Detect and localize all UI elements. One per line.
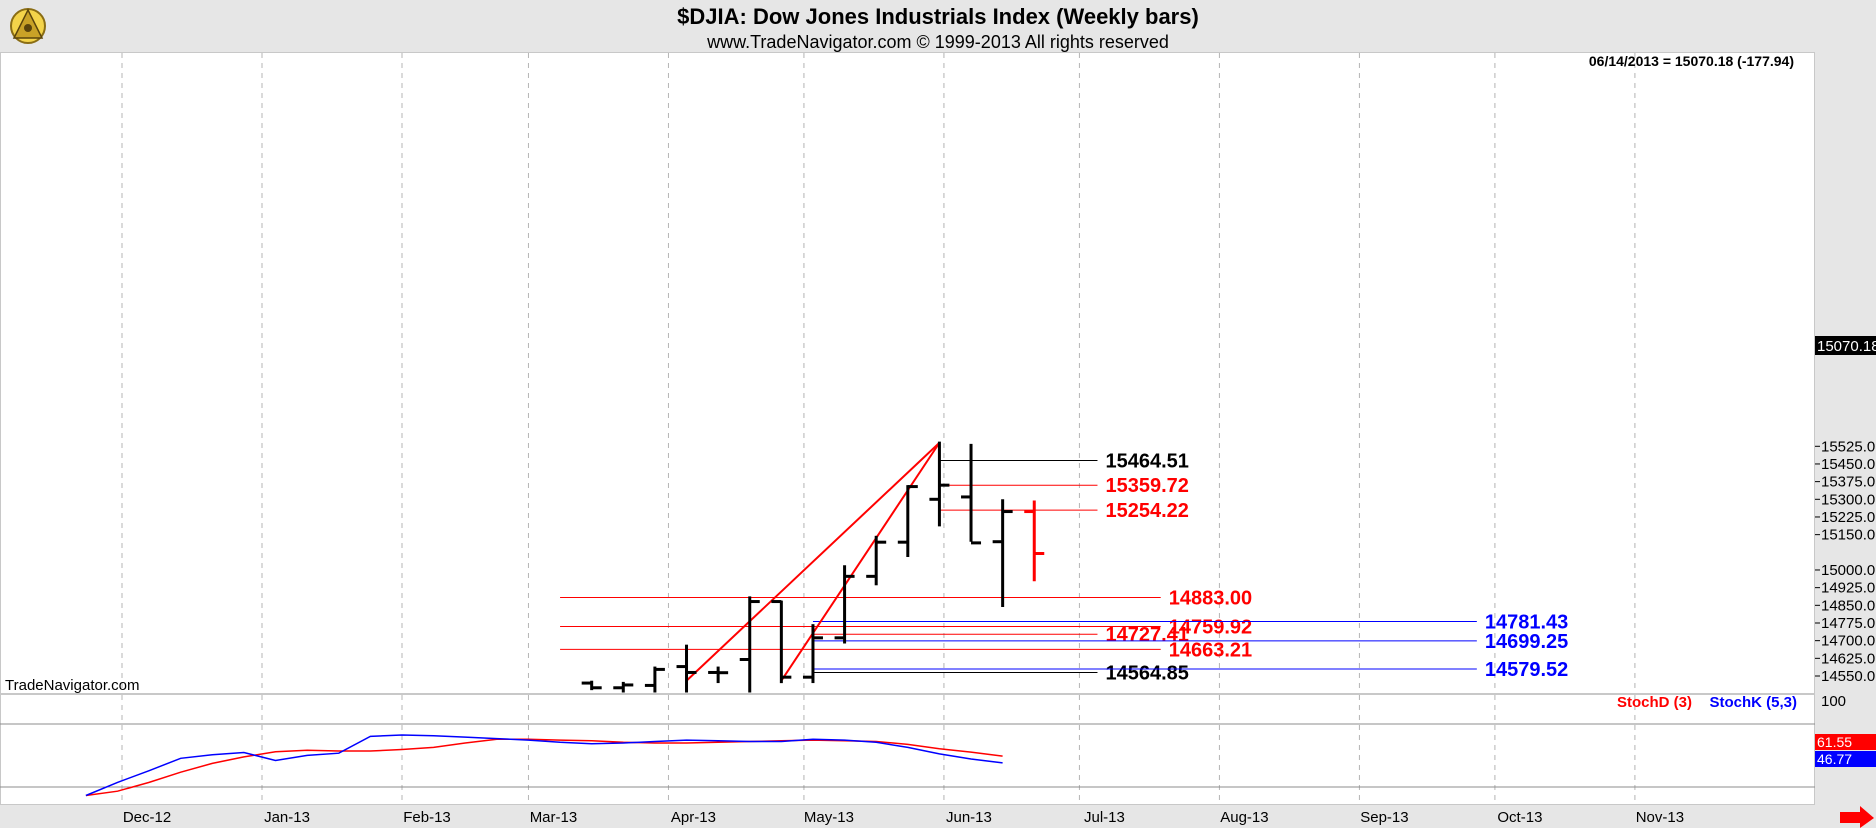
level-label: 14579.52 — [1485, 659, 1568, 681]
y-tick-label: 15300.0 — [1821, 491, 1875, 508]
x-tick-label: Mar-13 — [530, 809, 578, 826]
scroll-right-arrow-icon[interactable] — [1840, 806, 1874, 828]
level-label: 14564.85 — [1105, 663, 1188, 685]
stochd-legend: StochD (3) — [1617, 694, 1692, 711]
x-tick-label: Jan-13 — [264, 809, 310, 826]
level-label: 15464.51 — [1105, 451, 1188, 473]
y-tick-label: 14775.0 — [1821, 615, 1875, 632]
trend-line — [780, 442, 941, 682]
level-label: 15359.72 — [1105, 475, 1188, 497]
y-tick-label: 14625.0 — [1821, 650, 1875, 667]
last-price-tag-box — [1815, 336, 1876, 355]
chart-subtitle: www.TradeNavigator.com © 1999-2013 All r… — [706, 32, 1169, 52]
stochk-value-tag-text: 46.77 — [1817, 751, 1852, 767]
x-tick-label: Apr-13 — [671, 809, 716, 826]
level-label: 14781.43 — [1485, 611, 1568, 633]
level-label: 15254.22 — [1105, 500, 1188, 522]
x-tick-label: Oct-13 — [1497, 809, 1542, 826]
header-band — [0, 0, 1876, 52]
last-price-tag: 15070.18 — [1815, 336, 1876, 355]
stoch-y-tick-100: 100 — [1821, 693, 1846, 710]
price-axis: 15525.015450.015375.015300.015225.015150… — [1815, 438, 1875, 685]
x-tick-label: Feb-13 — [403, 809, 451, 826]
stochk-value-tag: 46.77 — [1815, 751, 1876, 767]
logo-hub — [24, 24, 32, 32]
y-tick-label: 14850.0 — [1821, 597, 1875, 614]
x-tick-label: Jul-13 — [1084, 809, 1125, 826]
trade-navigator-logo — [10, 8, 46, 44]
y-tick-label: 14925.0 — [1821, 580, 1875, 597]
level-label: 14699.25 — [1485, 631, 1568, 653]
watermark-text: TradeNavigator.com — [5, 677, 140, 694]
level-label: 14883.00 — [1169, 588, 1252, 610]
stochk-value-tag-box — [1815, 751, 1876, 767]
x-tick-label: Dec-12 — [123, 809, 171, 826]
price-panel-frame — [0, 52, 1815, 694]
stochastic-lines — [85, 734, 1003, 797]
price-bars — [581, 441, 1045, 693]
last-price-info: 06/14/2013 = 15070.18 (-177.94) — [1589, 53, 1794, 69]
stochd-value-tag: 61.55 — [1815, 734, 1876, 750]
last-price-tag-text: 15070.18 — [1817, 338, 1876, 355]
trend-lines — [685, 442, 941, 682]
level-label: 14759.92 — [1169, 617, 1252, 639]
x-tick-label: May-13 — [804, 809, 854, 826]
x-tick-label: Sep-13 — [1360, 809, 1408, 826]
y-tick-label: 15150.0 — [1821, 527, 1875, 544]
stochd-value-tag-box — [1815, 734, 1876, 750]
date-axis: Dec-12 Jan-13 Feb-13 Mar-13 Apr-13 May-13 Jun-… — [123, 809, 1684, 826]
stochastic-panel-frame — [0, 694, 1815, 805]
y-tick-label: 15225.0 — [1821, 509, 1875, 526]
stochd-value-tag-text: 61.55 — [1817, 734, 1852, 750]
scroll-right-arrow-shape[interactable] — [1840, 806, 1874, 828]
chart-title: $DJIA: Dow Jones Industrials Index (Week… — [677, 4, 1199, 29]
y-tick-label: 15375.0 — [1821, 474, 1875, 491]
x-tick-label: Nov-13 — [1636, 809, 1684, 826]
y-tick-label: 15525.0 — [1821, 438, 1875, 455]
trend-line — [685, 442, 941, 682]
y-tick-label: 14700.0 — [1821, 633, 1875, 650]
stochk-legend: StochK (5,3) — [1709, 694, 1797, 711]
x-tick-label: Jun-13 — [946, 809, 992, 826]
x-tick-label: Aug-13 — [1220, 809, 1268, 826]
stochk-line — [85, 734, 1003, 797]
y-tick-label: 15000.0 — [1821, 562, 1875, 579]
level-label: 14663.21 — [1169, 639, 1252, 661]
y-tick-label: 15450.0 — [1821, 456, 1875, 473]
right-axis-band — [1815, 52, 1876, 805]
y-tick-label: 14550.0 — [1821, 668, 1875, 685]
bottom-axis-band — [0, 805, 1876, 828]
